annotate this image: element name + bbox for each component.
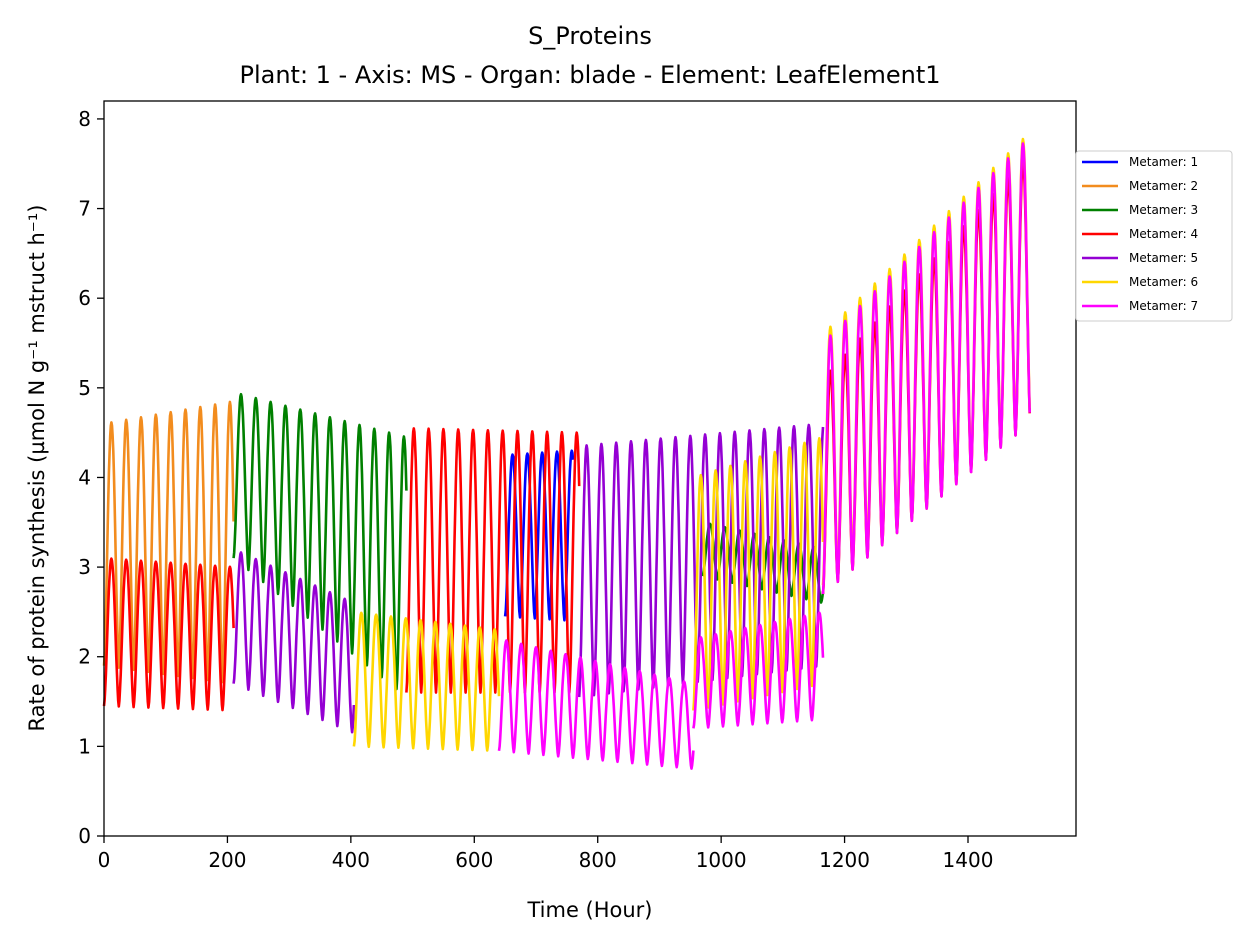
- y-tick-label: 2: [78, 645, 91, 669]
- x-axis-title: Time (Hour): [526, 898, 652, 922]
- series-line-metamer-5-segment-1: [232, 551, 356, 734]
- y-tick-label: 0: [78, 824, 91, 848]
- legend-label: Metamer: 3: [1129, 203, 1198, 217]
- series-line-metamer-7-segment-3: [821, 142, 1031, 595]
- y-tick-label: 1: [78, 734, 91, 758]
- legend-box: [1075, 150, 1233, 322]
- legend-label: Metamer: 7: [1129, 299, 1198, 313]
- x-tick-label: 0: [98, 848, 111, 872]
- series-line-metamer-2-segment-1: [102, 400, 235, 684]
- chart-title: S_Proteins: [528, 22, 652, 50]
- series-line-metamer-7-segment-1: [497, 639, 695, 770]
- plot-frame: [103, 100, 1077, 837]
- x-tick-label: 1400: [943, 848, 994, 872]
- series-line-metamer-5-segment-2: [577, 423, 825, 698]
- y-tick-label: 7: [78, 197, 91, 221]
- legend-label: Metamer: 2: [1129, 179, 1198, 193]
- y-tick-label: 5: [78, 376, 91, 400]
- x-tick-label: 1000: [696, 848, 747, 872]
- x-tick-label: 200: [208, 848, 246, 872]
- x-tick-label: 1200: [819, 848, 870, 872]
- y-tick-label: 6: [78, 286, 91, 310]
- legend-label: Metamer: 1: [1129, 155, 1198, 169]
- y-tick-label: 8: [78, 107, 91, 131]
- x-tick-label: 800: [579, 848, 617, 872]
- series-line-metamer-1-segment-1: [503, 449, 575, 622]
- legend-label: Metamer: 4: [1129, 227, 1198, 241]
- y-tick-label: 3: [78, 555, 91, 579]
- series-line-metamer-6-segment-1: [352, 611, 501, 752]
- series-line-metamer-4-segment-1: [102, 557, 235, 712]
- series-line-metamer-4-segment-2: [405, 427, 581, 694]
- y-axis-title: Rate of protein synthesis (µmol N g⁻¹ ms…: [25, 205, 49, 732]
- series-layer: [102, 137, 1031, 770]
- chart-subtitle: Plant: 1 - Axis: MS - Organ: blade - Ele…: [239, 61, 940, 89]
- legend: Metamer: 1 Metamer: 2 Metamer: 3 Metamer: 4…: [1075, 150, 1233, 322]
- x-axis: 0 200 400 600 800 1000 1200 1400: [98, 836, 994, 872]
- legend-label: Metamer: 5: [1129, 251, 1198, 265]
- series-line-metamer-3-segment-1: [232, 392, 408, 691]
- y-tick-label: 4: [78, 465, 91, 489]
- y-axis: 0 1 2 3 4 5 6 7 8: [78, 107, 104, 848]
- x-tick-label: 600: [455, 848, 493, 872]
- series-line-metamer-7-segment-2: [692, 611, 825, 729]
- legend-label: Metamer: 6: [1129, 275, 1198, 289]
- x-tick-label: 400: [332, 848, 370, 872]
- series-line-metamer-6-segment-2: [692, 437, 825, 711]
